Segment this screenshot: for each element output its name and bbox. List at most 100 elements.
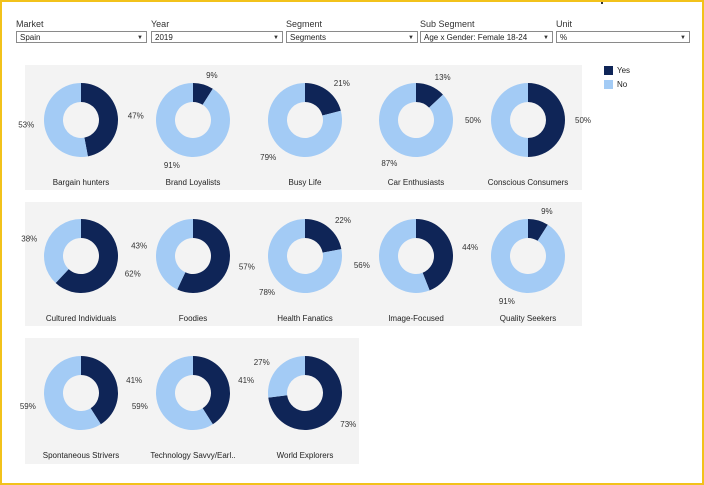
donut-slice-no-world-explorers[interactable] [268,356,305,398]
pct-label-no-brand-loyalists: 91% [164,161,180,170]
pct-label-yes-health-fanatics: 22% [335,216,351,225]
sub-segment-filter: Sub Segment Age x Gender: Female 18-24 ▼ [420,19,553,43]
donut-slice-yes-car-enthusiasts[interactable] [416,83,443,108]
donut-slice-no-technology-savvy-earl[interactable] [156,356,213,430]
donut-slice-yes-spontaneous-strivers[interactable] [81,356,119,425]
donut-slice-yes-brand-loyalists[interactable] [193,83,213,105]
pct-label-no-quality-seekers: 91% [499,297,515,306]
chevron-down-icon: ▼ [273,35,279,41]
pct-label-no-world-explorers: 27% [254,358,270,367]
pct-label-no-spontaneous-strivers: 59% [20,402,36,411]
pct-label-yes-quality-seekers: 9% [541,207,553,216]
donut-slice-yes-busy-life[interactable] [305,83,341,116]
chart-name-health-fanatics: Health Fanatics [277,314,333,323]
chart-name-quality-seekers: Quality Seekers [500,314,556,323]
chart-name-image-focused: Image-Focused [388,314,444,323]
donut-slice-yes-bargain-hunters[interactable] [81,83,119,157]
legend-swatch-yes [604,66,613,75]
legend-label-no: No [617,80,628,89]
pct-label-yes-spontaneous-strivers: 41% [126,376,142,385]
pct-label-no-bargain-hunters: 53% [18,120,34,129]
pct-label-yes-technology-savvy-earl: 41% [238,376,254,385]
chart-name-technology-savvy-earl: Technology Savvy/Earl.. [150,451,235,460]
market-filter: Market Spain ▼ [16,19,147,43]
chart-name-foodies: Foodies [179,314,207,323]
chart-name-car-enthusiasts: Car Enthusiasts [388,178,444,187]
market-select[interactable]: Spain ▼ [16,31,147,43]
pct-label-yes-image-focused: 44% [462,243,478,252]
pct-label-yes-brand-loyalists: 9% [206,71,218,80]
decorative-dot [601,2,603,4]
chart-name-bargain-hunters: Bargain hunters [53,178,109,187]
chart-name-busy-life: Busy Life [289,178,322,187]
chart-name-world-explorers: World Explorers [277,451,334,460]
legend-label-yes: Yes [617,66,631,75]
donut-slice-yes-image-focused[interactable] [416,219,453,291]
donut-slice-no-car-enthusiasts[interactable] [378,83,453,157]
donut-slice-yes-quality-seekers[interactable] [528,219,548,241]
chevron-down-icon: ▼ [408,35,414,41]
pct-label-yes-conscious-consumers: 50% [575,116,591,125]
pct-label-yes-foodies: 57% [239,262,255,271]
chevron-down-icon: ▼ [137,35,143,41]
legend: Yes No [604,66,630,94]
pct-label-no-conscious-consumers: 50% [465,116,481,125]
donut-slice-no-health-fanatics[interactable] [267,219,343,294]
segment-label: Segment [286,19,323,29]
donut-slice-yes-conscious-consumers[interactable] [528,83,565,157]
legend-item-yes[interactable]: Yes [604,66,630,80]
chart-name-conscious-consumers: Conscious Consumers [488,178,568,187]
year-filter: Year 2019 ▼ [151,19,283,43]
market-value: Spain [20,33,41,42]
donut-slice-no-quality-seekers[interactable] [491,219,565,294]
chart-name-spontaneous-strivers: Spontaneous Strivers [43,451,120,460]
pct-label-no-busy-life: 79% [260,153,276,162]
pct-label-no-image-focused: 56% [354,261,370,270]
donut-slice-yes-health-fanatics[interactable] [305,219,342,253]
legend-swatch-no [604,80,613,89]
donut-slice-no-foodies[interactable] [156,219,193,290]
donut-slice-yes-technology-savvy-earl[interactable] [193,356,231,425]
pct-label-yes-bargain-hunters: 47% [128,112,144,121]
segment-filter: Segment Segments ▼ [286,19,418,43]
segment-value: Segments [290,33,327,42]
pct-label-no-cultured-individuals: 38% [21,235,37,244]
donut-slice-yes-foodies[interactable] [177,219,231,293]
donut-slice-no-brand-loyalists[interactable] [156,83,231,158]
donut-slice-yes-world-explorers[interactable] [268,356,342,430]
unit-label: Unit [556,19,573,29]
pct-label-yes-world-explorers: 73% [340,420,356,429]
pct-label-no-foodies: 43% [131,242,147,251]
legend-item-no[interactable]: No [604,80,630,94]
pct-label-no-technology-savvy-earl: 59% [132,402,148,411]
segment-select[interactable]: Segments ▼ [286,31,418,43]
filter-bar: Market Spain ▼ Year 2019 ▼ Segment Segme… [16,19,692,45]
donut-slice-no-bargain-hunters[interactable] [44,83,88,157]
donut-slice-yes-cultured-individuals[interactable] [55,219,119,293]
sub-segment-select[interactable]: Age x Gender: Female 18-24 ▼ [420,31,553,43]
donut-slice-no-busy-life[interactable] [268,83,343,157]
sub-segment-value: Age x Gender: Female 18-24 [424,33,528,42]
donut-slice-no-cultured-individuals[interactable] [44,219,81,283]
sub-segment-label: Sub Segment [420,19,475,29]
year-label: Year [151,19,170,29]
market-label: Market [16,19,44,29]
year-select[interactable]: 2019 ▼ [151,31,283,43]
chart-name-brand-loyalists: Brand Loyalists [166,178,221,187]
pct-label-yes-car-enthusiasts: 13% [435,73,451,82]
unit-value: % [560,33,568,42]
year-value: 2019 [155,33,173,42]
donut-slice-no-conscious-consumers[interactable] [490,83,528,158]
donut-slice-no-image-focused[interactable] [379,219,430,293]
unit-select[interactable]: % ▼ [556,31,690,43]
chevron-down-icon: ▼ [680,35,686,41]
pct-label-yes-busy-life: 21% [334,79,350,88]
donut-slice-no-spontaneous-strivers[interactable] [44,356,101,430]
unit-filter: Unit % ▼ [556,19,690,43]
pct-label-no-health-fanatics: 78% [259,288,275,297]
chevron-down-icon: ▼ [543,35,549,41]
pct-label-no-car-enthusiasts: 87% [381,159,397,168]
pct-label-yes-cultured-individuals: 62% [125,269,141,278]
